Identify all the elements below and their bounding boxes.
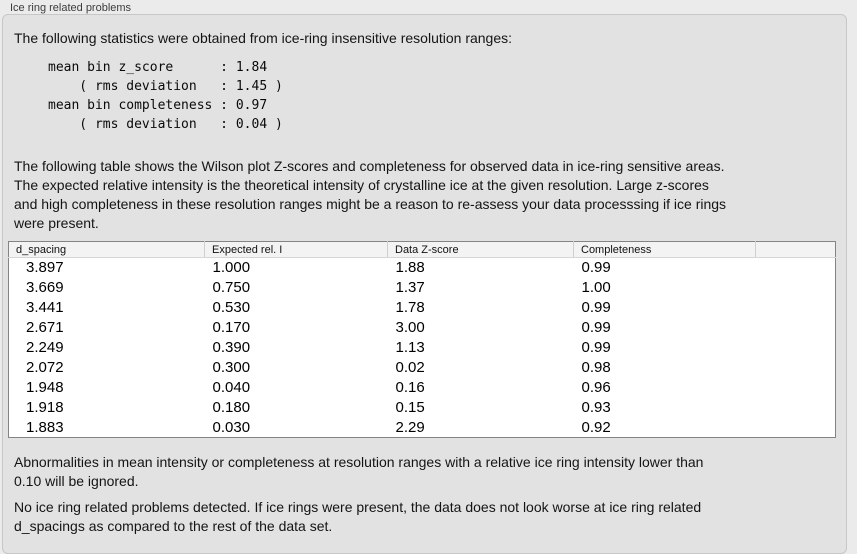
table-cell: 0.96 bbox=[581, 378, 611, 396]
table-cell: 1.78 bbox=[395, 299, 425, 317]
table-cell: 0.15 bbox=[395, 398, 425, 416]
group-box-label: Ice ring related problems bbox=[10, 2, 132, 14]
table-row[interactable]: 3.897 1.000 1.88 0.99 bbox=[9, 258, 836, 278]
table-cell: 0.750 bbox=[212, 279, 251, 297]
table-cell bbox=[756, 278, 836, 298]
table-cell: 1.000 bbox=[212, 259, 251, 277]
table-row[interactable]: 3.669 0.750 1.37 1.00 bbox=[9, 278, 836, 298]
table-cell: 0.390 bbox=[212, 339, 251, 356]
table-cell: 0.92 bbox=[581, 418, 611, 436]
column-header-expected-rel-i: Expected rel. I bbox=[204, 241, 388, 258]
table-cell: 0.02 bbox=[395, 358, 425, 376]
table-row[interactable]: 1.883 0.030 2.29 0.92 bbox=[9, 417, 836, 437]
table-cell bbox=[756, 318, 836, 338]
table-cell: 0.300 bbox=[212, 358, 251, 376]
table-cell: 1.883 bbox=[26, 418, 64, 436]
table-cell: 0.99 bbox=[581, 259, 611, 277]
wilson-zscore-table: d_spacing Expected rel. I Data Z-score C… bbox=[8, 241, 836, 439]
table-cell: 0.98 bbox=[581, 358, 611, 376]
table-row[interactable]: 3.441 0.530 1.78 0.99 bbox=[9, 298, 836, 318]
table-cell bbox=[756, 417, 836, 437]
table-cell: 1.13 bbox=[395, 339, 425, 356]
table-cell bbox=[756, 338, 836, 358]
table-cell: 0.040 bbox=[212, 378, 251, 396]
table-cell: 0.530 bbox=[212, 299, 251, 317]
table-cell: 0.99 bbox=[581, 299, 611, 317]
table-cell: 1.37 bbox=[395, 279, 425, 297]
table-cell: 0.030 bbox=[212, 418, 251, 436]
table-cell: 2.249 bbox=[26, 339, 64, 356]
table-cell: 1.88 bbox=[395, 259, 425, 277]
table-cell: 2.29 bbox=[395, 418, 425, 436]
table-cell: 2.072 bbox=[26, 358, 64, 376]
ice-ring-table[interactable]: d_spacing Expected rel. I Data Z-score C… bbox=[8, 241, 836, 439]
table-cell bbox=[756, 397, 836, 417]
table-cell: 0.93 bbox=[581, 398, 611, 416]
column-header-completeness: Completeness bbox=[573, 241, 756, 258]
table-cell: 3.00 bbox=[395, 319, 425, 337]
table-cell bbox=[756, 258, 836, 278]
conclusion-text: No ice ring related problems detected. I… bbox=[14, 499, 702, 534]
table-row[interactable]: 1.948 0.040 0.16 0.96 bbox=[9, 377, 836, 397]
table-row[interactable]: 2.671 0.170 3.00 0.99 bbox=[9, 318, 836, 338]
table-cell: 0.170 bbox=[212, 319, 251, 337]
table-cell: 2.671 bbox=[26, 319, 64, 337]
table-row[interactable]: 1.918 0.180 0.15 0.93 bbox=[9, 397, 836, 417]
table-cell bbox=[756, 357, 836, 377]
table-cell: 0.99 bbox=[581, 319, 611, 337]
table-cell: 0.16 bbox=[395, 378, 425, 396]
ice-ring-panel: The following statistics were obtained f… bbox=[2, 14, 847, 554]
table-row[interactable]: 2.072 0.300 0.02 0.98 bbox=[9, 357, 836, 377]
table-cell: 0.180 bbox=[212, 398, 251, 416]
table-description-text: The following table shows the Wilson plo… bbox=[14, 158, 727, 231]
column-header-empty bbox=[755, 241, 836, 258]
table-row[interactable]: 2.249 0.390 1.13 0.99 bbox=[9, 338, 836, 358]
bin-statistics-block: mean bin z_score : 1.84 ( rms deviation … bbox=[48, 60, 283, 132]
table-cell: 0.99 bbox=[581, 339, 611, 356]
table-cell: 1.00 bbox=[581, 279, 611, 297]
ignore-threshold-note: Abnormalities in mean intensity or compl… bbox=[14, 454, 704, 489]
column-header-d-spacing: d_spacing bbox=[8, 241, 205, 258]
table-cell: 1.918 bbox=[26, 398, 64, 416]
table-cell: 1.948 bbox=[26, 378, 64, 396]
table-cell bbox=[756, 298, 836, 318]
table-cell: 3.441 bbox=[26, 299, 64, 317]
statistics-intro-text: The following statistics were obtained f… bbox=[14, 30, 513, 46]
table-header-row: d_spacing Expected rel. I Data Z-score C… bbox=[8, 241, 836, 258]
table-cell: 3.669 bbox=[26, 279, 64, 297]
table-cell bbox=[756, 377, 836, 397]
table-cell: 3.897 bbox=[26, 259, 64, 277]
column-header-data-z-score: Data Z-score bbox=[387, 241, 574, 258]
